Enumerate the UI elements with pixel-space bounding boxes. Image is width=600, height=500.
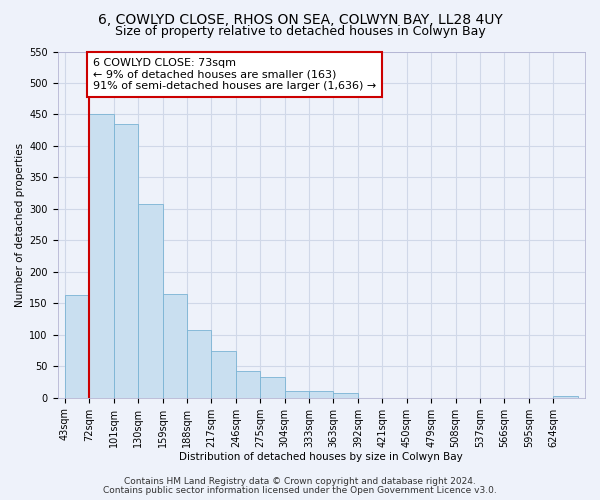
Text: Contains public sector information licensed under the Open Government Licence v3: Contains public sector information licen… [103, 486, 497, 495]
Bar [138, 204, 163, 398]
Bar [553, 396, 578, 398]
Bar [65, 295, 89, 398]
Bar [284, 392, 309, 398]
Text: 6, COWLYD CLOSE, RHOS ON SEA, COLWYN BAY, LL28 4UY: 6, COWLYD CLOSE, RHOS ON SEA, COLWYN BAY… [98, 12, 502, 26]
Text: Contains HM Land Registry data © Crown copyright and database right 2024.: Contains HM Land Registry data © Crown c… [124, 477, 476, 486]
Text: Size of property relative to detached houses in Colwyn Bay: Size of property relative to detached ho… [115, 25, 485, 38]
Bar [334, 394, 358, 398]
Bar [187, 330, 211, 398]
Text: 6 COWLYD CLOSE: 73sqm
← 9% of detached houses are smaller (163)
91% of semi-deta: 6 COWLYD CLOSE: 73sqm ← 9% of detached h… [93, 58, 376, 91]
X-axis label: Distribution of detached houses by size in Colwyn Bay: Distribution of detached houses by size … [179, 452, 463, 462]
Bar [211, 351, 236, 398]
Bar [236, 370, 260, 398]
Bar [309, 392, 334, 398]
Bar [260, 377, 284, 398]
Bar [113, 124, 138, 398]
Y-axis label: Number of detached properties: Number of detached properties [15, 142, 25, 306]
Bar [89, 114, 113, 398]
Bar [163, 294, 187, 398]
